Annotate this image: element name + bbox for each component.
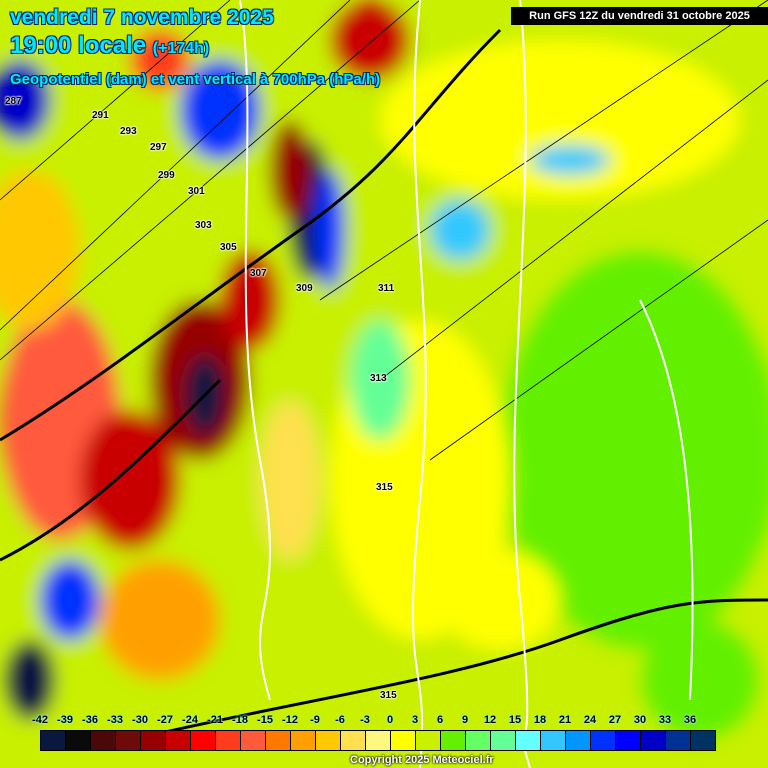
forecast-date: vendredi 7 novembre 2025 xyxy=(10,6,274,29)
forecast-time: 19:00 locale (+174h) xyxy=(10,32,210,59)
contour-label: 311 xyxy=(378,283,395,294)
colorbar-tick-label: -6 xyxy=(335,714,345,726)
colorbar-swatch xyxy=(116,731,141,750)
colorbar-tick-label: -21 xyxy=(207,714,223,726)
colorbar-tick-label: -27 xyxy=(157,714,173,726)
colorbar-swatch xyxy=(166,731,191,750)
contour-label: 287 xyxy=(5,96,22,107)
colorbar-swatch xyxy=(316,731,341,750)
colorbar-swatch xyxy=(66,731,91,750)
colorbar-swatch xyxy=(591,731,616,750)
geopotential-contours xyxy=(0,0,768,742)
colorbar-tick-label: 24 xyxy=(583,714,597,726)
colorbar-swatch xyxy=(41,731,66,750)
colorbar-tick-label: -12 xyxy=(282,714,298,726)
colorbar-swatch xyxy=(341,731,366,750)
colorbar-swatch xyxy=(566,731,591,750)
colorbar xyxy=(40,730,716,751)
contour-label: 291 xyxy=(92,110,109,121)
colorbar-tick-label: 21 xyxy=(558,714,572,726)
colorbar-tick-label: 6 xyxy=(436,714,444,726)
colorbar-swatch xyxy=(691,731,715,750)
colorbar-swatch xyxy=(241,731,266,750)
colorbar-tick-label: -36 xyxy=(82,714,98,726)
colorbar-tick-label: 18 xyxy=(533,714,547,726)
colorbar-swatch xyxy=(216,731,241,750)
local-time: 19:00 locale xyxy=(10,32,147,59)
colorbar-tick-label: 27 xyxy=(608,714,622,726)
copyright: Copyright 2025 Meteociel.fr xyxy=(350,754,494,766)
colorbar-tick-label: -9 xyxy=(310,714,320,726)
colorbar-tick-label: 12 xyxy=(483,714,497,726)
contour-label: 297 xyxy=(150,142,167,153)
contour-label: 293 xyxy=(120,126,137,137)
contour-label: 299 xyxy=(158,170,175,181)
colorbar-tick-label: 36 xyxy=(683,714,697,726)
contour-label: 301 xyxy=(188,186,205,197)
run-info: Run GFS 12Z du vendredi 31 octobre 2025 xyxy=(511,7,768,25)
colorbar-tick-label: -39 xyxy=(57,714,73,726)
colorbar-swatch xyxy=(516,731,541,750)
colorbar-swatch xyxy=(191,731,216,750)
field-description: Geopotentiel (dam) et vent vertical à 70… xyxy=(10,71,381,88)
colorbar-tick-label: -15 xyxy=(257,714,273,726)
colorbar-swatch xyxy=(441,731,466,750)
colorbar-tick-label: 9 xyxy=(461,714,469,726)
contour-label: 307 xyxy=(250,268,267,279)
colorbar-tick-label: -33 xyxy=(107,714,123,726)
colorbar-swatch xyxy=(391,731,416,750)
contour-label: 315 xyxy=(376,482,393,493)
colorbar-swatch xyxy=(666,731,691,750)
contour-label: 315 xyxy=(380,690,397,701)
colorbar-swatch xyxy=(641,731,666,750)
colorbar-tick-label: -42 xyxy=(32,714,48,726)
colorbar-ticks: -42 -39 -36 -33 -30 -27 -24 -21 -18 -15 -12 -9 -6 -3 0… xyxy=(28,713,728,727)
colorbar-swatch xyxy=(141,731,166,750)
colorbar-swatch xyxy=(291,731,316,750)
colorbar-swatch xyxy=(416,731,441,750)
colorbar-swatch xyxy=(541,731,566,750)
lead-time: (+174h) xyxy=(152,40,210,57)
colorbar-tick-label: 15 xyxy=(508,714,522,726)
colorbar-tick-label: -3 xyxy=(360,714,370,726)
colorbar-tick-label: -24 xyxy=(182,714,198,726)
colorbar-swatch xyxy=(91,731,116,750)
contour-label: 305 xyxy=(220,242,237,253)
colorbar-swatch xyxy=(616,731,641,750)
colorbar-tick-label: -30 xyxy=(132,714,148,726)
colorbar-swatch xyxy=(466,731,491,750)
colorbar-swatch xyxy=(366,731,391,750)
colorbar-tick-label: 30 xyxy=(633,714,647,726)
colorbar-tick-label: 33 xyxy=(658,714,672,726)
colorbar-swatch xyxy=(266,731,291,750)
colorbar-swatch xyxy=(491,731,516,750)
colorbar-tick-label: 3 xyxy=(411,714,419,726)
colorbar-tick-label: -18 xyxy=(232,714,248,726)
colorbar-tick-label: 0 xyxy=(386,714,394,726)
contour-label: 309 xyxy=(296,283,313,294)
contour-label: 313 xyxy=(370,373,387,384)
contour-label: 303 xyxy=(195,220,212,231)
